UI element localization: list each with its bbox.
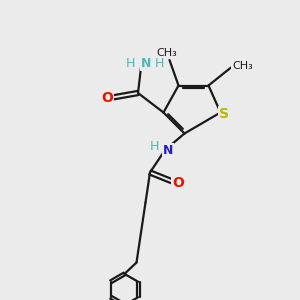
Text: H: H (150, 140, 159, 153)
Text: H: H (126, 57, 135, 70)
Text: CH₃: CH₃ (157, 48, 178, 59)
Text: CH₃: CH₃ (232, 61, 253, 71)
Text: O: O (172, 176, 184, 190)
Text: H: H (155, 57, 164, 70)
Text: N: N (141, 57, 152, 70)
Text: N: N (163, 143, 173, 157)
Text: O: O (101, 91, 113, 104)
Text: S: S (219, 107, 229, 121)
